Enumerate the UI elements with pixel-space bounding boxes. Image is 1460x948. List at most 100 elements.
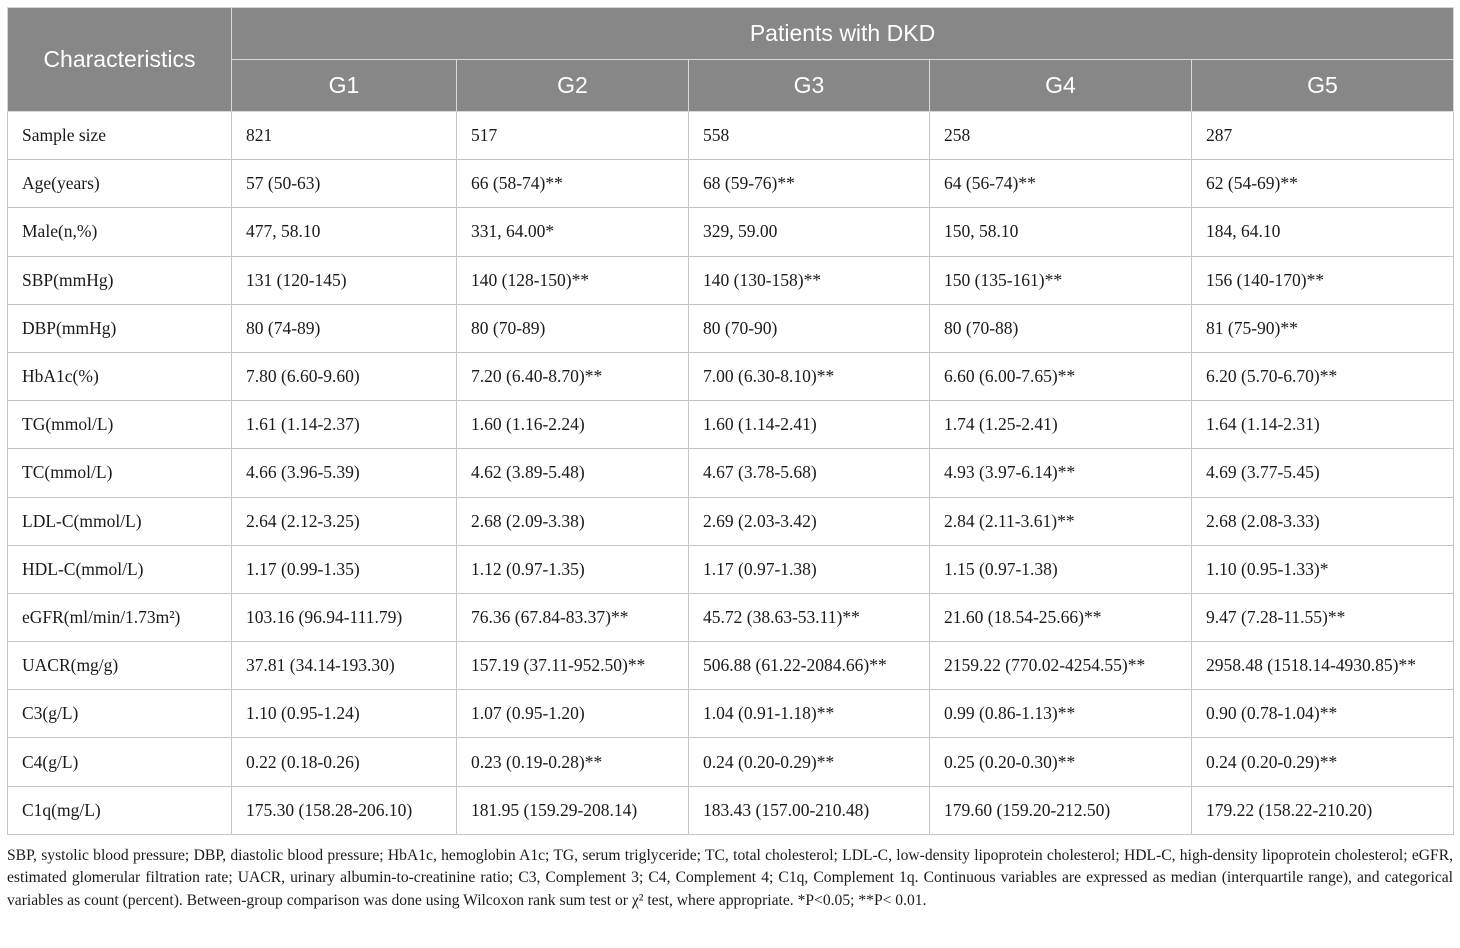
table-cell: 80 (70-89) — [456, 303, 689, 353]
row-label: LDL-C(mmol/L) — [7, 496, 232, 546]
table-cell: 140 (128-150)** — [456, 255, 689, 305]
table-cell: 6.60 (6.00-7.65)** — [929, 351, 1192, 402]
row-label: Sample size — [7, 110, 232, 161]
table-cell: 329, 59.00 — [688, 207, 930, 257]
table-cell: 2.68 (2.09-3.38) — [456, 496, 689, 546]
row-label: DBP(mmHg) — [7, 303, 232, 353]
row-label: TC(mmol/L) — [7, 448, 232, 498]
table-cell: 821 — [231, 110, 457, 161]
table-cell: 7.80 (6.60-9.60) — [231, 351, 457, 402]
table-cell: 0.24 (0.20-0.29)** — [1190, 737, 1455, 787]
table-container: Characteristics Patients with DKD G1 G2 … — [7, 7, 1455, 912]
table-cell: 76.36 (67.84-83.37)** — [456, 592, 689, 643]
table-cell: 183.43 (157.00-210.48) — [688, 785, 930, 835]
table-cell: 21.60 (18.54-25.66)** — [929, 592, 1192, 643]
table-cell: 131 (120-145) — [231, 255, 457, 305]
table-cell: 179.22 (158.22-210.20) — [1190, 785, 1455, 835]
group-header: Patients with DKD — [230, 7, 1455, 60]
table-cell: 57 (50-63) — [231, 159, 457, 209]
table-cell: 2.84 (2.11-3.61)** — [929, 496, 1192, 546]
row-label: UACR(mg/g) — [7, 641, 232, 691]
table-cell: 258 — [929, 110, 1192, 161]
table-cell: 0.90 (0.78-1.04)** — [1190, 689, 1455, 739]
table-cell: 2.69 (2.03-3.42) — [688, 496, 930, 546]
table-cell: 1.60 (1.16-2.24) — [456, 400, 689, 450]
table-cell: 156 (140-170)** — [1190, 255, 1455, 305]
table-cell: 1.17 (0.99-1.35) — [231, 544, 457, 594]
table-cell: 2.64 (2.12-3.25) — [231, 496, 457, 546]
table-row: HbA1c(%) 7.80 (6.60-9.60) 7.20 (6.40-8.70)… — [7, 351, 1455, 402]
table-cell: 181.95 (159.29-208.14) — [456, 785, 689, 835]
table-row: LDL-C(mmol/L) 2.64 (2.12-3.25) 2.68 (2.09-… — [7, 496, 1455, 546]
table-cell: 1.10 (0.95-1.24) — [231, 689, 457, 739]
table-row: C3(g/L) 1.10 (0.95-1.24) 1.07 (0.95-1.20) 1… — [7, 689, 1455, 739]
table-cell: 1.04 (0.91-1.18)** — [688, 689, 930, 739]
table-cell: 1.74 (1.25-2.41) — [929, 400, 1192, 450]
table-row: TG(mmol/L) 1.61 (1.14-2.37) 1.60 (1.16-2.2… — [7, 400, 1455, 450]
table-row: HDL-C(mmol/L) 1.17 (0.99-1.35) 1.12 (0.97-… — [7, 544, 1455, 594]
table-footnote: SBP, systolic blood pressure; DBP, diast… — [7, 846, 1453, 909]
table-cell: 4.66 (3.96-5.39) — [231, 448, 457, 498]
column-header-g1: G1 — [231, 59, 457, 112]
table-cell: 0.24 (0.20-0.29)** — [688, 737, 930, 787]
table-cell: 80 (70-88) — [929, 303, 1192, 353]
table-row: Male(n,%) 477, 58.10 331, 64.00* 329, 59.00… — [7, 207, 1455, 257]
table-cell: 4.62 (3.89-5.48) — [456, 448, 689, 498]
table-cell: 62 (54-69)** — [1190, 159, 1455, 209]
row-label: HDL-C(mmol/L) — [7, 544, 232, 594]
table-cell: 0.25 (0.20-0.30)** — [929, 737, 1192, 787]
table-cell: 0.22 (0.18-0.26) — [231, 737, 457, 787]
row-label: C4(g/L) — [7, 737, 232, 787]
table-cell: 7.20 (6.40-8.70)** — [456, 351, 689, 402]
row-label: C1q(mg/L) — [7, 785, 232, 835]
table-row: Sample size 821 517 558 258 287 — [7, 110, 1455, 161]
table-cell: 1.12 (0.97-1.35) — [456, 544, 689, 594]
table-cell: 80 (70-90) — [688, 303, 930, 353]
table-cell: 1.60 (1.14-2.41) — [688, 400, 930, 450]
characteristics-table: Characteristics Patients with DKD G1 G2 … — [7, 7, 1455, 835]
table-row: C4(g/L) 0.22 (0.18-0.26) 0.23 (0.19-0.28)*… — [7, 737, 1455, 787]
table-cell: 0.23 (0.19-0.28)** — [456, 737, 689, 787]
row-label: eGFR(ml/min/1.73m²) — [7, 592, 232, 643]
table-row: UACR(mg/g) 37.81 (34.14-193.30) 157.19 (37… — [7, 641, 1455, 691]
table-cell: 1.17 (0.97-1.38) — [688, 544, 930, 594]
row-label: Male(n,%) — [7, 207, 232, 257]
row-label: SBP(mmHg) — [7, 255, 232, 305]
table-cell: 1.61 (1.14-2.37) — [231, 400, 457, 450]
table-cell: 287 — [1190, 110, 1455, 161]
table-cell: 81 (75-90)** — [1190, 303, 1455, 353]
row-label: HbA1c(%) — [7, 351, 232, 402]
row-label: TG(mmol/L) — [7, 400, 232, 450]
table-cell: 6.20 (5.70-6.70)** — [1190, 351, 1455, 402]
table-cell: 80 (74-89) — [231, 303, 457, 353]
table-cell: 1.10 (0.95-1.33)* — [1190, 544, 1455, 594]
table-cell: 103.16 (96.94-111.79) — [231, 592, 457, 643]
table-row: DBP(mmHg) 80 (74-89) 80 (70-89) 80 (70-90) 8… — [7, 303, 1455, 353]
table-cell: 37.81 (34.14-193.30) — [231, 641, 457, 691]
table-row: eGFR(ml/min/1.73m²) 103.16 (96.94-111.79)… — [7, 592, 1455, 643]
stub-header: Characteristics — [7, 7, 232, 112]
table-cell: 140 (130-158)** — [688, 255, 930, 305]
row-label: Age(years) — [7, 159, 232, 209]
table-cell: 64 (56-74)** — [929, 159, 1192, 209]
table-row: TC(mmol/L) 4.66 (3.96-5.39) 4.62 (3.89-5.4… — [7, 448, 1455, 498]
column-header-g4: G4 — [929, 59, 1192, 112]
table-header: Characteristics Patients with DKD G1 G2 … — [7, 7, 1455, 112]
table-cell: 2958.48 (1518.14-4930.85)** — [1190, 641, 1455, 691]
table-cell: 558 — [688, 110, 930, 161]
column-header-g5: G5 — [1190, 59, 1455, 112]
table-cell: 477, 58.10 — [231, 207, 457, 257]
table-cell: 175.30 (158.28-206.10) — [231, 785, 457, 835]
table-cell: 0.99 (0.86-1.13)** — [929, 689, 1192, 739]
table-cell: 184, 64.10 — [1190, 207, 1455, 257]
table-cell: 157.19 (37.11-952.50)** — [456, 641, 689, 691]
table-cell: 4.69 (3.77-5.45) — [1190, 448, 1455, 498]
column-header-g3: G3 — [688, 59, 930, 112]
table-cell: 45.72 (38.63-53.11)** — [688, 592, 930, 643]
table-cell: 2.68 (2.08-3.33) — [1190, 496, 1455, 546]
table-cell: 150 (135-161)** — [929, 255, 1192, 305]
table-cell: 2159.22 (770.02-4254.55)** — [929, 641, 1192, 691]
table-cell: 4.93 (3.97-6.14)** — [929, 448, 1192, 498]
table-cell: 1.07 (0.95-1.20) — [456, 689, 689, 739]
table-cell: 331, 64.00* — [456, 207, 689, 257]
